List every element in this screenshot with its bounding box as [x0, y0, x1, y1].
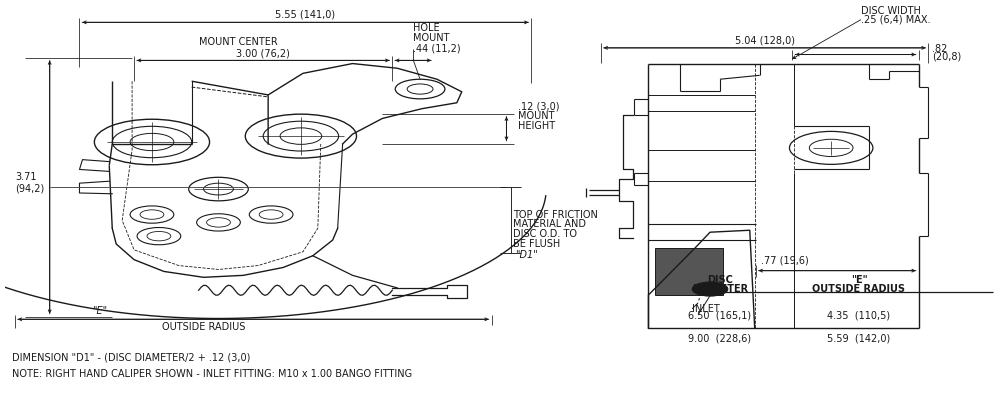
- Text: 6.50  (165,1): 6.50 (165,1): [688, 310, 752, 320]
- Text: BE FLUSH: BE FLUSH: [513, 239, 561, 249]
- Text: DISC O.D. TO: DISC O.D. TO: [513, 229, 577, 239]
- Text: (20,8): (20,8): [932, 51, 962, 62]
- Text: "E": "E": [92, 306, 107, 316]
- Text: 5.55 (141,0): 5.55 (141,0): [275, 9, 335, 19]
- Text: .82: .82: [932, 43, 948, 54]
- Text: "D1": "D1": [515, 250, 538, 260]
- Text: "E": "E": [851, 275, 867, 285]
- Text: .44 (11,2): .44 (11,2): [413, 43, 461, 54]
- Text: OUTSIDE RADIUS: OUTSIDE RADIUS: [812, 284, 905, 294]
- FancyBboxPatch shape: [655, 248, 723, 295]
- Text: MOUNT CENTER: MOUNT CENTER: [199, 37, 278, 47]
- Text: .12 (3,0): .12 (3,0): [518, 102, 560, 112]
- Text: INLET: INLET: [692, 304, 720, 314]
- Text: DIMENSION "D1" - (DISC DIAMETER/2 + .12 (3,0): DIMENSION "D1" - (DISC DIAMETER/2 + .12 …: [12, 353, 250, 363]
- Text: TOP OF FRICTION: TOP OF FRICTION: [513, 210, 598, 220]
- Text: OUTSIDE RADIUS: OUTSIDE RADIUS: [162, 322, 245, 332]
- Text: DIAMETER: DIAMETER: [692, 284, 748, 294]
- Text: .25 (6,4) MAX.: .25 (6,4) MAX.: [861, 14, 930, 24]
- Text: HEIGHT: HEIGHT: [518, 120, 556, 130]
- Text: MOUNT: MOUNT: [413, 33, 450, 43]
- Text: 3.71: 3.71: [15, 172, 36, 182]
- Text: MOUNT: MOUNT: [518, 111, 555, 121]
- Text: 9.00  (228,6): 9.00 (228,6): [688, 334, 752, 344]
- Text: 5.04 (128,0): 5.04 (128,0): [735, 35, 795, 45]
- Circle shape: [692, 282, 728, 296]
- Text: MATERIAL AND: MATERIAL AND: [513, 219, 586, 229]
- Text: DISC WIDTH: DISC WIDTH: [861, 6, 921, 15]
- Text: 4.35  (110,5): 4.35 (110,5): [827, 310, 891, 320]
- Text: 3.00 (76,2): 3.00 (76,2): [236, 48, 290, 58]
- Text: DISC: DISC: [707, 275, 733, 285]
- Text: .77 (19,6): .77 (19,6): [761, 256, 808, 266]
- Text: 5.59  (142,0): 5.59 (142,0): [827, 334, 891, 344]
- Text: NOTE: RIGHT HAND CALIPER SHOWN - INLET FITTING: M10 x 1.00 BANGO FITTING: NOTE: RIGHT HAND CALIPER SHOWN - INLET F…: [12, 369, 412, 379]
- Text: (94,2): (94,2): [15, 183, 44, 193]
- Text: HOLE: HOLE: [413, 23, 440, 33]
